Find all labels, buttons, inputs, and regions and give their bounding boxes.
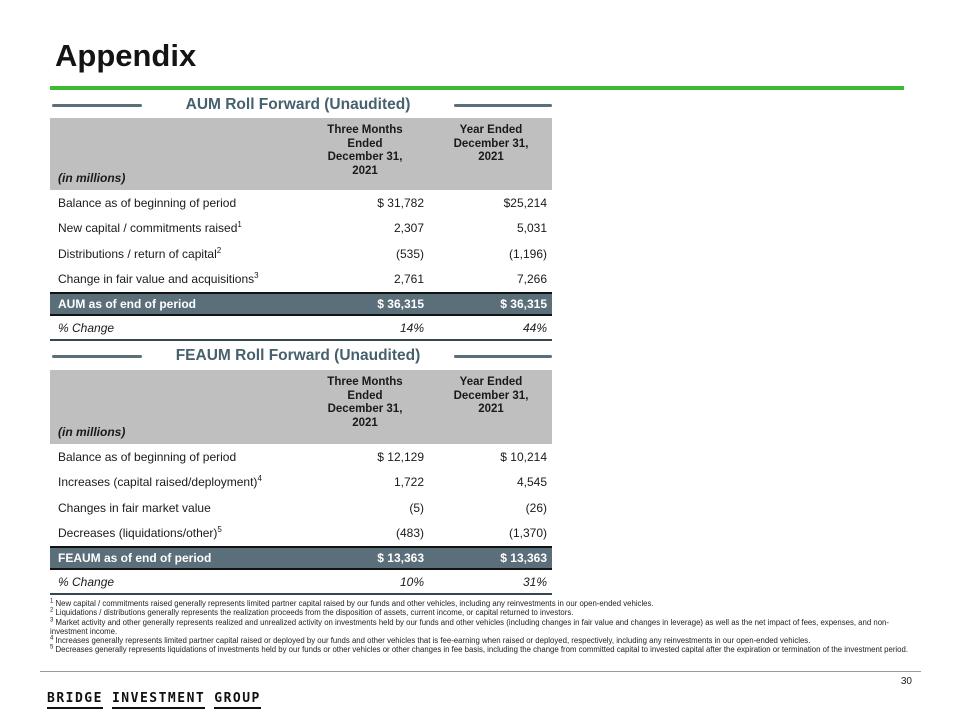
column-header-three-months: Three Months Ended December 31, 2021 (327, 376, 403, 429)
aum-table: (in millions) Three Months Ended Decembe… (50, 118, 552, 341)
footer-divider (40, 671, 921, 672)
column-header-year-ended: Year Ended December 31, 2021 (453, 376, 529, 415)
column-header-year-ended: Year Ended December 31, 2021 (453, 124, 529, 163)
feaum-pct-change-row: % Change 10% 31% (50, 570, 552, 595)
logo-word: INVESTMENT (111, 691, 206, 709)
footnote: 2 Liquidations / distributions generally… (50, 607, 574, 618)
slide-content: AUM Roll Forward (Unaudited) (in million… (50, 92, 552, 595)
title-flank-line-right (454, 103, 552, 107)
page-title: Appendix (55, 38, 197, 73)
row-value-y: $ 10,214 (500, 449, 547, 464)
row-value-q: (483) (395, 526, 424, 541)
feaum-table: (in millions) Three Months Ended Decembe… (50, 370, 552, 595)
footnote-ref: 1 (237, 220, 242, 230)
row-value-y: $25,214 (503, 195, 547, 210)
table-row: Change in fair value and acquisitions3 2… (50, 267, 552, 293)
pct-label: % Change (58, 574, 115, 589)
aum-table-header-row: (in millions) Three Months Ended Decembe… (50, 118, 552, 190)
unit-label: (in millions) (58, 425, 126, 439)
row-label: Distributions / return of capital2 (58, 245, 222, 261)
total-label: AUM as of end of period (58, 297, 196, 311)
aum-total-row: AUM as of end of period $ 36,315 $ 36,31… (50, 292, 552, 316)
table-row: Changes in fair market value (5) (26) (50, 495, 552, 521)
pct-label: % Change (58, 320, 115, 335)
row-label: Balance as of beginning of period (58, 195, 237, 210)
row-label: New capital / commitments raised1 (58, 220, 242, 236)
total-value-y: $ 36,315 (500, 297, 547, 311)
bridge-investment-group-logo: BRIDGE INVESTMENT GROUP (47, 691, 270, 709)
column-header-three-months: Three Months Ended December 31, 2021 (327, 124, 403, 177)
title-flank-line-left (52, 354, 142, 358)
title-accent-rule (50, 86, 904, 90)
aum-section-title: AUM Roll Forward (Unaudited) (50, 94, 552, 116)
pct-value-y: 44% (522, 320, 547, 335)
row-value-q: 2,307 (393, 221, 424, 236)
total-value-y: $ 13,363 (500, 551, 547, 565)
footnote: 3 Market activity and other generally re… (50, 617, 889, 636)
table-row: Decreases (liquidations/other)5 (483) (1… (50, 521, 552, 547)
row-label: Changes in fair market value (58, 500, 211, 515)
footnote: 1 New capital / commitments raised gener… (50, 598, 654, 608)
row-value-y: (26) (525, 500, 547, 515)
aum-section-title-text: AUM Roll Forward (Unaudited) (185, 96, 411, 113)
aum-pct-change-row: % Change 14% 44% (50, 316, 552, 341)
feaum-total-row: FEAUM as of end of period $ 13,363 $ 13,… (50, 546, 552, 570)
title-flank-line-left (52, 103, 142, 107)
row-value-q: $ 31,782 (377, 195, 424, 210)
row-value-y: (1,370) (508, 526, 547, 541)
footnote-ref: 3 (254, 271, 259, 281)
row-value-y: 4,545 (516, 475, 547, 490)
row-value-y: (1,196) (508, 246, 547, 261)
table-row: Increases (capital raised/deployment)4 1… (50, 470, 552, 496)
footnote-ref: 4 (257, 474, 262, 484)
pct-value-y: 31% (522, 574, 547, 589)
row-label: Increases (capital raised/deployment)4 (58, 474, 262, 490)
row-label: Change in fair value and acquisitions3 (58, 271, 259, 287)
logo-word: GROUP (214, 691, 261, 709)
footnote: 5 Decreases generally represents liquida… (50, 644, 909, 655)
logo-word: BRIDGE (47, 691, 103, 709)
row-value-q: $ 12,129 (377, 449, 424, 464)
table-row: Distributions / return of capital2 (535)… (50, 241, 552, 267)
row-value-q: 2,761 (393, 272, 424, 287)
pct-value-q: 10% (399, 574, 424, 589)
page-number: 30 (900, 676, 912, 687)
row-value-q: (535) (395, 246, 424, 261)
footnotes: 1 New capital / commitments raised gener… (50, 598, 922, 655)
unit-label: (in millions) (58, 171, 126, 185)
footnote-ref: 2 (216, 245, 222, 255)
feaum-table-header-row: (in millions) Three Months Ended Decembe… (50, 370, 552, 444)
total-value-q: $ 36,315 (377, 297, 424, 311)
feaum-section-title: FEAUM Roll Forward (Unaudited) (50, 345, 552, 367)
row-label: Decreases (liquidations/other)5 (58, 525, 222, 541)
table-row: Balance as of beginning of period $ 31,7… (50, 190, 552, 216)
footnote: 4 Increases generally represents limited… (50, 635, 811, 646)
table-row: New capital / commitments raised1 2,307 … (50, 216, 552, 242)
total-value-q: $ 13,363 (377, 551, 424, 565)
row-value-y: 7,266 (516, 272, 547, 287)
pct-value-q: 14% (399, 320, 424, 335)
feaum-section-title-text: FEAUM Roll Forward (Unaudited) (175, 347, 421, 364)
row-label: Balance as of beginning of period (58, 449, 237, 464)
footnote-ref: 5 (217, 525, 222, 535)
row-value-y: 5,031 (516, 221, 547, 236)
row-value-q: (5) (409, 500, 424, 515)
row-value-q: 1,722 (393, 475, 424, 490)
total-label: FEAUM as of end of period (58, 551, 212, 565)
title-flank-line-right (454, 354, 552, 358)
table-row: Balance as of beginning of period $ 12,1… (50, 444, 552, 470)
